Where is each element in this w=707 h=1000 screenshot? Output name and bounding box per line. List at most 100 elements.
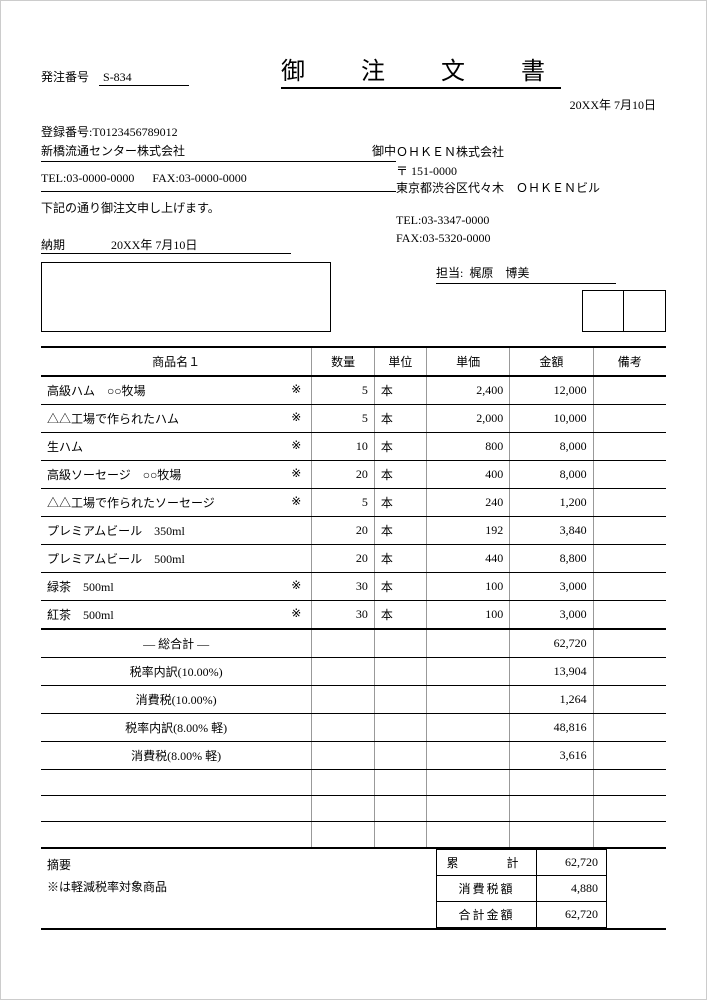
total-value-0: 62,720 <box>537 850 607 876</box>
item-qty: 5 <box>312 489 375 517</box>
footer-totals: 累 計 62,720 消費税額 4,880 合計金額 62,720 <box>436 849 666 928</box>
item-unit: 本 <box>374 601 426 630</box>
totals-table: 累 計 62,720 消費税額 4,880 合計金額 62,720 <box>436 849 666 928</box>
tanto-label: 担当: <box>436 264 463 281</box>
item-note <box>593 376 666 405</box>
document-title-block: 御 注 文 書 <box>281 51 561 86</box>
item-mark: ※ <box>291 382 305 399</box>
item-amount: 3,840 <box>510 517 593 545</box>
supplier-fax: FAX:03-5320-0000 <box>396 231 666 246</box>
item-qty: 20 <box>312 545 375 573</box>
empty-row <box>41 796 666 822</box>
item-price: 2,000 <box>426 405 509 433</box>
item-unit: 本 <box>374 545 426 573</box>
item-price: 2,400 <box>426 376 509 405</box>
summary-row: 消費税(8.00% 軽)3,616 <box>41 742 666 770</box>
item-qty: 10 <box>312 433 375 461</box>
item-qty: 5 <box>312 376 375 405</box>
delivery-date-row: 納期 20XX年 7月10日 <box>41 236 291 254</box>
order-number-block: 発注番号 S-834 <box>41 68 241 86</box>
table-row: △△工場で作られたハム※5本2,00010,000 <box>41 405 666 433</box>
issue-date: 20XX年 7月10日 <box>570 96 656 113</box>
summary-label: ― 総合計 ― <box>41 629 312 658</box>
delivery-date-value: 20XX年 7月10日 <box>111 236 197 253</box>
item-unit: 本 <box>374 376 426 405</box>
onchu-label: 御中 <box>372 142 396 159</box>
item-name: プレミアムビール 500ml <box>47 550 185 567</box>
info-section: 登録番号:T0123456789012 新橋流通センター株式会社 御中 TEL:… <box>41 116 666 332</box>
item-mark: ※ <box>291 438 305 455</box>
item-qty: 5 <box>312 405 375 433</box>
delivery-date-label: 納期 <box>41 236 111 253</box>
item-name: 紅茶 500ml <box>47 606 114 623</box>
order-items-table: 商品名１ 数量 単位 単価 金額 備考 高級ハム ○○牧場※5本2,40012,… <box>41 346 666 849</box>
registration-number: 登録番号:T0123456789012 <box>41 122 396 142</box>
item-price: 800 <box>426 433 509 461</box>
item-mark: ※ <box>291 578 305 595</box>
item-note <box>593 517 666 545</box>
item-mark <box>301 522 305 539</box>
item-name: 高級ソーセージ ○○牧場 <box>47 466 181 483</box>
th-qty: 数量 <box>312 347 375 376</box>
item-note <box>593 489 666 517</box>
item-name: 緑茶 500ml <box>47 578 114 595</box>
item-name: 高級ハム ○○牧場 <box>47 382 146 399</box>
item-name: プレミアムビール 350ml <box>47 522 185 539</box>
summary-row: 消費税(10.00%)1,264 <box>41 686 666 714</box>
totals-row: 累 計 62,720 <box>437 850 667 876</box>
total-value-1: 4,880 <box>537 876 607 902</box>
supplier-block: ＯＨＫＥＮ株式会社 〒 151-0000 東京都渋谷区代々木 ＯＨＫＥＮビル T… <box>396 116 666 332</box>
table-row: 緑茶 500ml※30本1003,000 <box>41 573 666 601</box>
tanto-name: 梶原 博美 <box>469 264 529 281</box>
item-price: 440 <box>426 545 509 573</box>
stamp-boxes <box>396 290 666 332</box>
item-amount: 8,000 <box>510 461 593 489</box>
table-row: △△工場で作られたソーセージ※5本2401,200 <box>41 489 666 517</box>
summary-label: 税率内訳(8.00% 軽) <box>41 714 312 742</box>
th-amount: 金額 <box>510 347 593 376</box>
item-name: △△工場で作られたハム <box>47 410 179 427</box>
customer-tel: TEL:03-0000-0000 <box>41 171 134 185</box>
item-mark: ※ <box>291 494 305 511</box>
item-note <box>593 601 666 630</box>
item-unit: 本 <box>374 461 426 489</box>
th-unit: 単位 <box>374 347 426 376</box>
summary-amount: 1,264 <box>510 686 593 714</box>
item-mark <box>301 550 305 567</box>
summary-row: 税率内訳(8.00% 軽)48,816 <box>41 714 666 742</box>
supplier-name: ＯＨＫＥＮ株式会社 <box>396 142 666 162</box>
table-row: 生ハム※10本8008,000 <box>41 433 666 461</box>
memo-box <box>41 262 331 332</box>
empty-row <box>41 770 666 796</box>
item-amount: 10,000 <box>510 405 593 433</box>
item-mark: ※ <box>291 606 305 623</box>
item-price: 400 <box>426 461 509 489</box>
total-label-2: 合計金額 <box>437 902 537 928</box>
item-note <box>593 573 666 601</box>
item-amount: 8,000 <box>510 433 593 461</box>
item-price: 100 <box>426 573 509 601</box>
summary-row: 税率内訳(10.00%)13,904 <box>41 658 666 686</box>
table-row: プレミアムビール 500ml20本4408,800 <box>41 545 666 573</box>
item-qty: 20 <box>312 461 375 489</box>
total-label-1: 消費税額 <box>437 876 537 902</box>
item-unit: 本 <box>374 405 426 433</box>
customer-telfax-row: TEL:03-0000-0000 FAX:03-0000-0000 <box>41 168 396 191</box>
footer-notes: 摘要 ※は軽減税率対象商品 <box>41 849 436 928</box>
item-amount: 3,000 <box>510 573 593 601</box>
stamp-box-1 <box>582 290 624 332</box>
th-note: 備考 <box>593 347 666 376</box>
tekiyo-label: 摘要 <box>47 855 430 877</box>
item-note <box>593 545 666 573</box>
th-name: 商品名１ <box>41 347 312 376</box>
supplier-postal: 〒 151-0000 <box>396 162 666 179</box>
item-qty: 20 <box>312 517 375 545</box>
table-header-row: 商品名１ 数量 単位 単価 金額 備考 <box>41 347 666 376</box>
item-amount: 3,000 <box>510 601 593 630</box>
table-row: 紅茶 500ml※30本1003,000 <box>41 601 666 630</box>
table-row: 高級ソーセージ ○○牧場 ※ 20本4008,000 <box>41 461 666 489</box>
table-row: プレミアムビール 350ml20本1923,840 <box>41 517 666 545</box>
item-mark: ※ <box>291 466 305 483</box>
item-amount: 12,000 <box>510 376 593 405</box>
summary-label: 税率内訳(10.00%) <box>41 658 312 686</box>
